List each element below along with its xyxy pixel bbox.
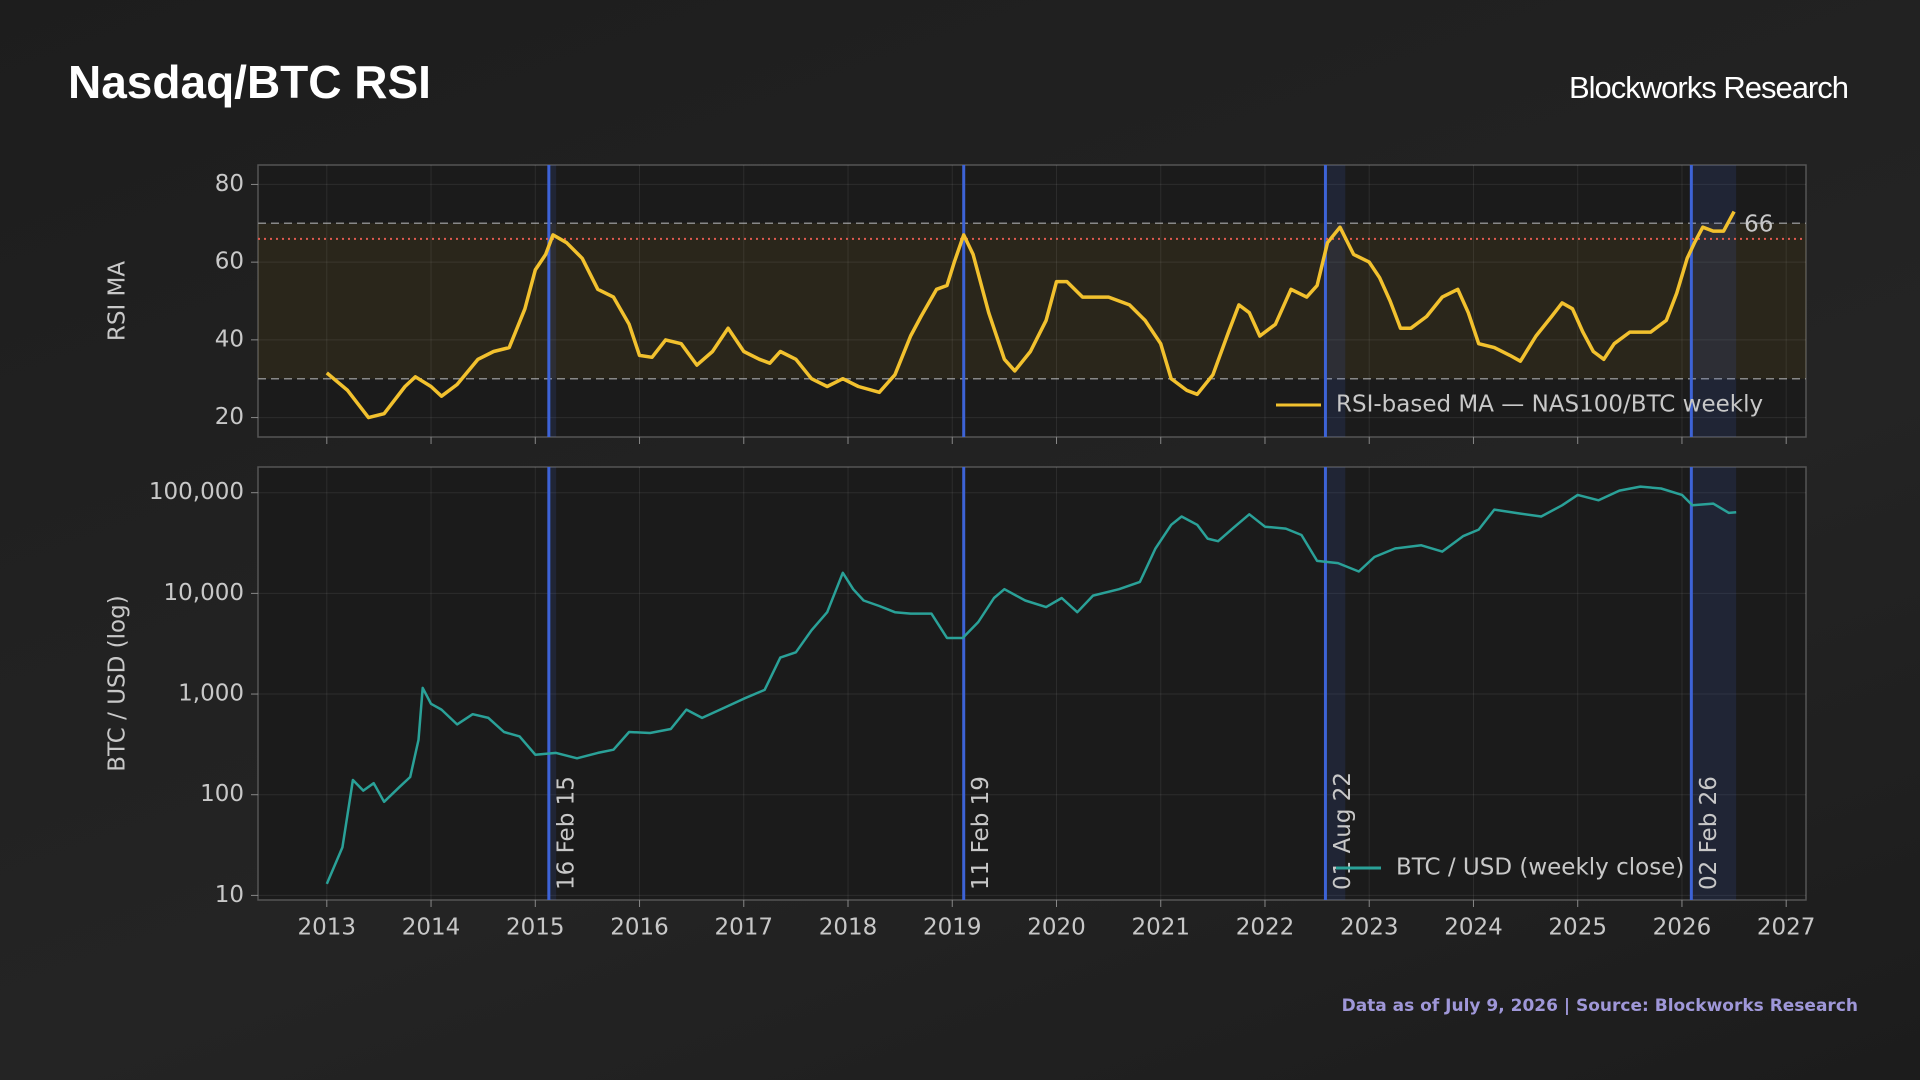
y-tick-label: 10,000 [164, 580, 244, 606]
y-tick-label: 1,000 [178, 681, 244, 707]
plot-area [257, 164, 1807, 438]
event-label: 02 Feb 26 [1696, 776, 1722, 890]
y-tick-label: 100,000 [149, 479, 244, 505]
y-tick-label: 60 [215, 249, 244, 275]
data-line [325, 210, 1736, 420]
title: Nasdaq/BTC RSI [68, 56, 431, 108]
shaded-span [1325, 467, 1346, 900]
x-tick-label: 2026 [1653, 915, 1712, 941]
band [258, 223, 1806, 379]
x-tick-label: 2014 [402, 915, 461, 941]
shaded-span [548, 165, 557, 437]
legend-label: RSI-based MA — NAS100/BTC weekly [1336, 392, 1763, 418]
x-tick-label: 2027 [1757, 915, 1816, 941]
x-tick-label: 2022 [1236, 915, 1295, 941]
x-tick-label: 2019 [923, 915, 982, 941]
y-axis-label: BTC / USD (log) [105, 595, 131, 771]
marker-label: 66 [1744, 211, 1773, 237]
x-tick-label: 2017 [714, 915, 773, 941]
y-axis-label: RSI MA [105, 261, 131, 342]
shaded-span [1325, 165, 1346, 437]
y-tick-label: 20 [215, 404, 244, 430]
y-tick-label: 40 [215, 326, 244, 352]
y-tick-label: 80 [215, 171, 244, 197]
x-tick-label: 2018 [819, 915, 878, 941]
x-tick-label: 2024 [1444, 915, 1503, 941]
event-label: 11 Feb 19 [968, 776, 994, 890]
shaded-span [1691, 467, 1737, 900]
x-tick-label: 2025 [1548, 915, 1607, 941]
event-label: 01 Aug 22 [1330, 772, 1356, 890]
brand: Blockworks Research [1569, 70, 1848, 105]
y-tick-label: 100 [200, 781, 244, 807]
event-label: 16 Feb 15 [553, 776, 579, 890]
x-tick-label: 2021 [1131, 915, 1190, 941]
y-tick-label: 10 [215, 882, 244, 908]
shaded-span [1691, 165, 1737, 437]
x-tick-label: 2016 [610, 915, 669, 941]
x-tick-label: 2013 [298, 915, 357, 941]
x-tick-label: 2023 [1340, 915, 1399, 941]
plot-area [257, 466, 1807, 901]
shaded-span [548, 467, 557, 900]
x-tick-label: 2015 [506, 915, 565, 941]
x-tick-label: 2020 [1027, 915, 1086, 941]
footer: Data as of July 9, 2026 | Source: Blockw… [1342, 996, 1858, 1016]
data-line [325, 485, 1737, 885]
legend-label: BTC / USD (weekly close) [1396, 855, 1684, 881]
